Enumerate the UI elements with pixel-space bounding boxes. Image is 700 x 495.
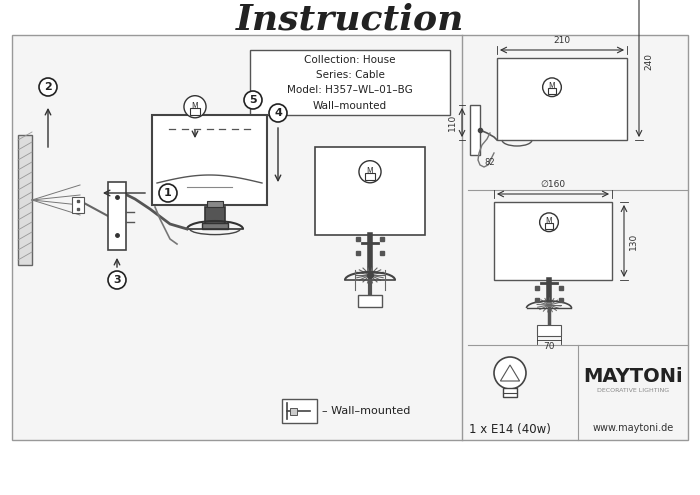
- Circle shape: [359, 161, 381, 183]
- Text: 4: 4: [274, 108, 282, 118]
- Polygon shape: [500, 365, 519, 381]
- Bar: [282, 399, 317, 423]
- Text: www.maytoni.de: www.maytoni.de: [592, 423, 673, 433]
- Text: MAYTONi: MAYTONi: [583, 367, 682, 387]
- Bar: [108, 182, 126, 250]
- Bar: [202, 223, 228, 229]
- Bar: [503, 388, 517, 397]
- Text: 1: 1: [164, 188, 172, 198]
- Text: M: M: [192, 101, 198, 110]
- Text: 110: 110: [448, 114, 457, 131]
- Text: M: M: [549, 82, 555, 91]
- Text: 2: 2: [44, 82, 52, 92]
- Bar: [545, 223, 553, 229]
- Text: 5: 5: [249, 95, 257, 105]
- Circle shape: [269, 104, 287, 122]
- Text: M: M: [546, 217, 552, 226]
- Bar: [250, 50, 450, 115]
- Text: Collection: House
Series: Cable
Model: H357–WL–01–BG
Wall–mounted: Collection: House Series: Cable Model: H…: [287, 55, 413, 110]
- Circle shape: [108, 271, 126, 289]
- Bar: [315, 147, 425, 235]
- Bar: [497, 58, 627, 140]
- Text: Instruction: Instruction: [236, 3, 464, 37]
- Text: – Wall–mounted: – Wall–mounted: [322, 406, 410, 416]
- Text: 82: 82: [484, 158, 496, 167]
- Bar: [205, 207, 225, 225]
- Bar: [18, 135, 32, 265]
- Text: 210: 210: [554, 36, 570, 45]
- Circle shape: [244, 91, 262, 109]
- Bar: [72, 197, 84, 213]
- Circle shape: [494, 357, 526, 389]
- Text: M: M: [367, 167, 373, 176]
- Bar: [470, 105, 480, 155]
- Text: 70: 70: [543, 342, 554, 351]
- Circle shape: [39, 78, 57, 96]
- Bar: [548, 88, 556, 95]
- Bar: [358, 295, 382, 307]
- Circle shape: [159, 184, 177, 202]
- Circle shape: [540, 213, 559, 232]
- Bar: [494, 202, 612, 280]
- Bar: [290, 408, 297, 415]
- Bar: [207, 201, 223, 207]
- Text: 1 x E14 (40w): 1 x E14 (40w): [469, 423, 551, 436]
- Bar: [365, 173, 375, 180]
- Bar: [537, 325, 561, 336]
- Text: 240: 240: [644, 53, 653, 70]
- Text: 3: 3: [113, 275, 121, 285]
- Text: ∅160: ∅160: [540, 180, 566, 189]
- Circle shape: [542, 78, 561, 97]
- Bar: [12, 35, 688, 440]
- Text: 130: 130: [629, 232, 638, 249]
- Bar: [152, 115, 267, 205]
- Bar: [190, 108, 199, 115]
- Circle shape: [184, 96, 206, 118]
- Text: DECORATIVE LIGHTING: DECORATIVE LIGHTING: [597, 389, 669, 394]
